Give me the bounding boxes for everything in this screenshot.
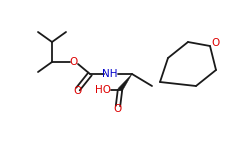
Text: O: O bbox=[114, 104, 122, 114]
Polygon shape bbox=[118, 74, 132, 92]
Text: O: O bbox=[70, 57, 78, 67]
Text: O: O bbox=[211, 38, 219, 48]
Text: O: O bbox=[73, 86, 81, 96]
Text: HO: HO bbox=[95, 85, 111, 95]
Text: NH: NH bbox=[102, 69, 118, 79]
